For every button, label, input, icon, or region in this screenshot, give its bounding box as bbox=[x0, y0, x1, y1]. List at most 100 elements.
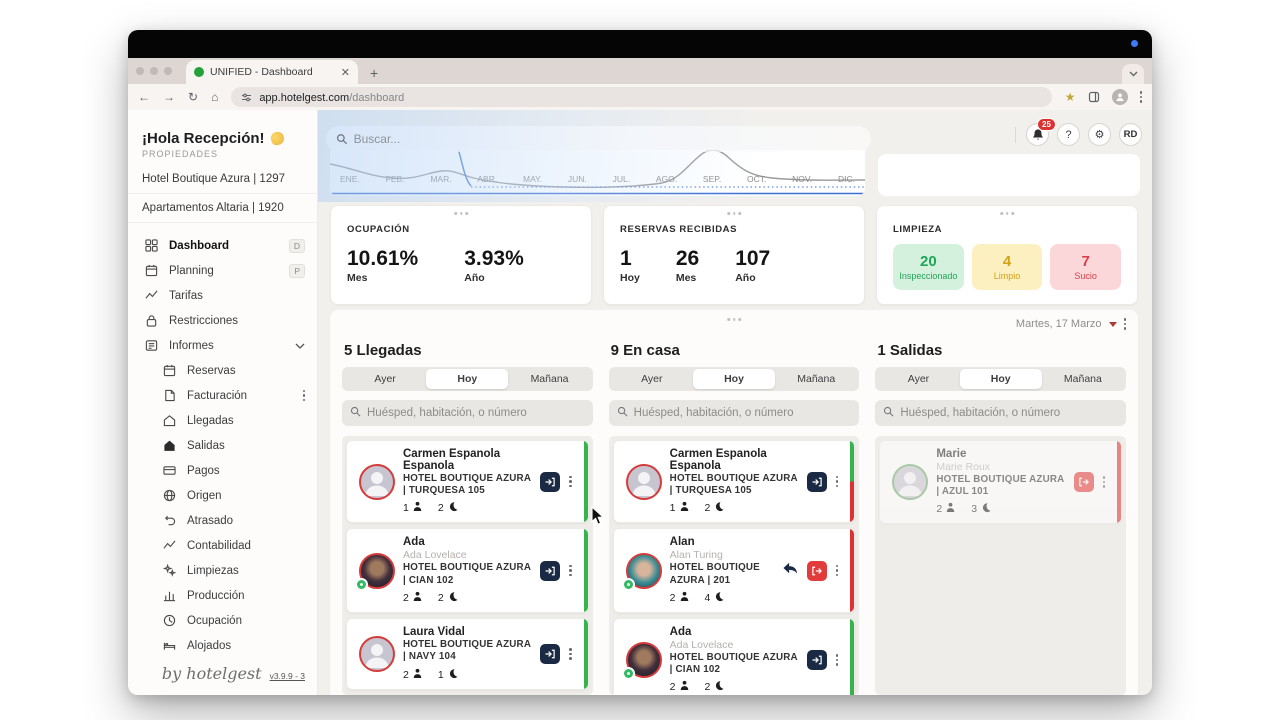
stat-number: 3.93% bbox=[464, 247, 524, 270]
guest-info: Marie Marie Roux HOTEL BOUTIQUE AZURA | AZ… bbox=[932, 448, 1069, 516]
guest-card[interactable]: Alan Alan Turing HOTEL BOUTIQUE AZURA | 20… bbox=[612, 528, 856, 613]
guest-menu-icon[interactable] bbox=[569, 475, 572, 488]
tab-close-icon[interactable]: ✕ bbox=[340, 66, 350, 79]
guest-card[interactable]: Ada Ada Lovelace HOTEL BOUTIQUE AZURA | CI… bbox=[612, 617, 856, 695]
guest-menu-icon[interactable] bbox=[569, 564, 572, 577]
sidebar-item-label: Producción bbox=[187, 589, 245, 602]
guest-card[interactable]: Carmen Espanola Espanola HOTEL BOUTIQUE A… bbox=[612, 440, 856, 524]
sidebar-item-informes[interactable]: Informes bbox=[128, 333, 317, 358]
reload-icon[interactable]: ↻ bbox=[188, 90, 199, 104]
back-icon[interactable]: ← bbox=[138, 90, 150, 104]
sidebar-item-alojados[interactable]: Alojados bbox=[128, 633, 317, 658]
guest-list: Marie Marie Roux HOTEL BOUTIQUE AZURA | AZ… bbox=[875, 436, 1127, 695]
property-item[interactable]: Hotel Boutique Azura | 1297 bbox=[128, 165, 317, 194]
tab-ayer[interactable]: Ayer bbox=[374, 373, 396, 385]
user-avatar[interactable]: RD bbox=[1119, 123, 1142, 146]
sidebar-item-planning[interactable]: Planning P bbox=[128, 258, 317, 283]
tab-mañana[interactable]: Mañana bbox=[1063, 373, 1102, 385]
checkin-button[interactable] bbox=[540, 560, 561, 581]
sidebar-item-atrasado[interactable]: Atrasado bbox=[128, 508, 317, 533]
housekeeping-tile-inspeccionado[interactable]: 20 Inspeccionado bbox=[893, 244, 964, 290]
address-bar[interactable]: app.hotelgest.com/dashboard bbox=[231, 87, 1052, 107]
guest-card[interactable]: Marie Marie Roux HOTEL BOUTIQUE AZURA | AZ… bbox=[879, 440, 1123, 525]
guest-menu-icon[interactable] bbox=[835, 475, 839, 488]
guest-search[interactable] bbox=[608, 400, 860, 426]
guest-search[interactable] bbox=[342, 400, 593, 426]
sidebar-item-label: Ocupación bbox=[187, 614, 242, 627]
checkin-button[interactable] bbox=[806, 471, 827, 492]
person-icon bbox=[413, 668, 422, 682]
extensions-icon[interactable] bbox=[1088, 91, 1100, 103]
guest-menu-icon[interactable] bbox=[569, 648, 572, 660]
persons-count: 2 bbox=[669, 681, 676, 694]
browser-profile-avatar[interactable] bbox=[1111, 89, 1128, 105]
guest-search[interactable] bbox=[875, 400, 1127, 426]
drag-handle-icon[interactable] bbox=[727, 318, 741, 321]
sidebar-item-label: Alojados bbox=[187, 639, 232, 652]
tab-ayer[interactable]: Ayer bbox=[907, 373, 930, 385]
help-button[interactable]: ? bbox=[1057, 123, 1080, 146]
guest-card[interactable]: Carmen Espanola Espanola HOTEL BOUTIQUE A… bbox=[346, 440, 589, 524]
month-label: MAR. bbox=[430, 174, 452, 184]
guest-search-input[interactable] bbox=[367, 407, 585, 419]
forward-icon[interactable]: → bbox=[163, 90, 175, 104]
global-search[interactable] bbox=[326, 126, 871, 152]
guest-card[interactable]: Ada Ada Lovelace HOTEL BOUTIQUE AZURA | CI… bbox=[346, 528, 589, 613]
tab-mañana[interactable]: Mañana bbox=[797, 373, 836, 385]
tab-ayer[interactable]: Ayer bbox=[641, 373, 663, 385]
tab-hoy[interactable]: Hoy bbox=[692, 369, 776, 389]
browser-tab[interactable]: UNIFIED - Dashboard ✕ bbox=[186, 60, 358, 84]
checkin-button[interactable] bbox=[540, 471, 561, 492]
sidebar-item-reservas[interactable]: Reservas bbox=[128, 358, 317, 383]
guest-menu-icon[interactable] bbox=[1102, 476, 1106, 488]
checkin-button[interactable] bbox=[806, 650, 827, 671]
home-icon[interactable]: ⌂ bbox=[211, 90, 219, 104]
new-tab-button[interactable]: + bbox=[370, 65, 379, 81]
sidebar-item-limpiezas[interactable]: Limpiezas bbox=[128, 558, 317, 583]
drag-handle-icon[interactable] bbox=[1000, 212, 1014, 215]
reply-icon[interactable] bbox=[782, 561, 798, 580]
credit-card-icon bbox=[162, 464, 176, 478]
sidebar-item-contabilidad[interactable]: Contabilidad bbox=[128, 533, 317, 558]
guest-menu-icon[interactable] bbox=[835, 654, 839, 666]
site-info-icon[interactable] bbox=[241, 92, 252, 103]
guest-card[interactable]: Laura Vidal HOTEL BOUTIQUE AZURA | NAVY 1… bbox=[346, 617, 589, 690]
board-menu-icon[interactable] bbox=[1123, 318, 1126, 330]
checkout-button[interactable] bbox=[806, 560, 827, 581]
sidebar-item-restricciones[interactable]: Restricciones bbox=[128, 308, 317, 333]
drag-handle-icon[interactable] bbox=[727, 212, 741, 215]
card-title: OCUPACIÓN bbox=[347, 224, 410, 235]
sidebar-item-tarifas[interactable]: Tarifas bbox=[128, 283, 317, 308]
housekeeping-tile-sucio[interactable]: 7 Sucio bbox=[1050, 244, 1122, 290]
tab-search-chevron-icon[interactable] bbox=[1122, 64, 1144, 84]
housekeeping-tile-limpio[interactable]: 4 Limpio bbox=[971, 244, 1043, 290]
sidebar-item-pagos[interactable]: Pagos bbox=[128, 458, 317, 483]
guest-menu-icon[interactable] bbox=[835, 564, 839, 577]
settings-button[interactable]: ⚙ bbox=[1088, 123, 1111, 146]
guest-search-input[interactable] bbox=[633, 407, 852, 419]
bookmark-star-icon[interactable]: ★ bbox=[1064, 90, 1076, 104]
guest-search-input[interactable] bbox=[900, 407, 1119, 419]
checkout-button[interactable] bbox=[1073, 472, 1094, 493]
browser-menu-icon[interactable] bbox=[1139, 91, 1142, 103]
sidebar-item-ocupación[interactable]: Ocupación bbox=[128, 608, 317, 633]
sidebar-item-salidas[interactable]: Salidas bbox=[128, 433, 317, 458]
date-selector[interactable]: Martes, 17 Marzo bbox=[1016, 318, 1126, 330]
global-search-input[interactable] bbox=[353, 132, 861, 146]
checkin-button[interactable] bbox=[540, 643, 561, 664]
tab-hoy[interactable]: Hoy bbox=[426, 369, 509, 389]
drag-handle-icon[interactable] bbox=[454, 212, 468, 215]
sidebar-item-llegadas[interactable]: Llegadas bbox=[128, 408, 317, 433]
sidebar-item-producción[interactable]: Producción bbox=[128, 583, 317, 608]
item-menu-icon[interactable] bbox=[302, 389, 305, 402]
sidebar-item-facturación[interactable]: Facturación bbox=[128, 383, 317, 408]
chevron-down-icon[interactable] bbox=[295, 340, 305, 352]
sidebar-item-origen[interactable]: Origen bbox=[128, 483, 317, 508]
sidebar-item-dashboard[interactable]: Dashboard D bbox=[128, 233, 317, 258]
notifications-button[interactable]: 25 bbox=[1026, 118, 1056, 146]
property-item[interactable]: Apartamentos Altaria | 1920 bbox=[128, 194, 317, 223]
tab-hoy[interactable]: Hoy bbox=[959, 369, 1042, 389]
version-link[interactable]: v3.9.9 - 3 bbox=[269, 671, 305, 681]
tab-mañana[interactable]: Mañana bbox=[530, 373, 569, 385]
